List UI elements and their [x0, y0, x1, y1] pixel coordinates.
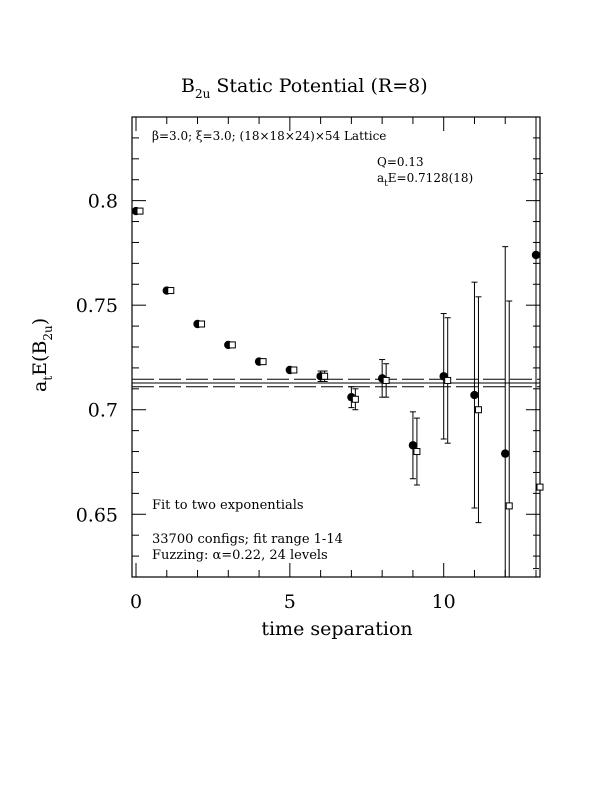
- data-point-open: [505, 502, 513, 510]
- fit-type-annotation: Fit to two exponentials: [152, 498, 304, 513]
- x-tick-label: 10: [432, 591, 456, 613]
- data-point-open: [351, 395, 359, 403]
- tick-labels: 0 5 10 0.65 0.7 0.75 0.8: [76, 191, 456, 613]
- data-point-open: [382, 376, 390, 384]
- data-point-open: [536, 483, 544, 491]
- data-point-open: [474, 406, 482, 414]
- fit-band: [132, 378, 540, 388]
- y-tick-label: 0.65: [76, 504, 118, 526]
- data-point-open: [413, 448, 421, 456]
- y-tick-label: 0.7: [88, 400, 118, 422]
- fuzzing-annotation: Fuzzing: α=0.22, 24 levels: [152, 548, 328, 563]
- energy-annotation: atE=0.7128(18): [377, 171, 473, 189]
- data-point-open: [167, 287, 175, 295]
- data-point-filled: [501, 449, 510, 458]
- data-point-open: [290, 366, 298, 374]
- chart-title: B2u Static Potential (R=8): [181, 75, 428, 101]
- data-point-filled: [531, 250, 541, 260]
- data-point-open: [136, 207, 144, 215]
- data-point-open: [228, 341, 236, 349]
- data-point-filled: [470, 390, 479, 400]
- data-point-open: [444, 376, 452, 384]
- data-point-open: [321, 372, 329, 380]
- x-axis-label: time separation: [261, 618, 412, 640]
- data-point-open: [259, 358, 267, 366]
- data-point-open: [198, 320, 206, 328]
- x-tick-label: 5: [284, 591, 296, 613]
- y-tick-label: 0.8: [88, 191, 118, 213]
- y-tick-label: 0.75: [76, 295, 118, 317]
- y-axis-label: atE(B2u): [29, 318, 55, 392]
- q-annotation: Q=0.13: [377, 155, 424, 169]
- data-point-filled: [408, 441, 418, 450]
- x-tick-label: 0: [130, 591, 142, 613]
- data-markers: [131, 206, 544, 510]
- configs-annotation: 33700 configs; fit range 1-14: [152, 532, 343, 547]
- error-bars: [317, 117, 543, 577]
- lattice-annotation: β=3.0; ξ=3.0; (18×18×24)×54 Lattice: [152, 129, 386, 143]
